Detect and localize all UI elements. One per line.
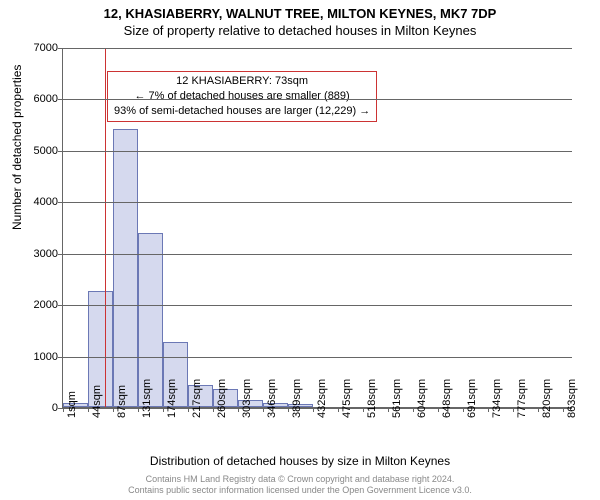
xtick-label: 734sqm [491, 379, 503, 418]
xtick-mark [263, 407, 264, 412]
gridline [63, 48, 572, 49]
page-subtitle: Size of property relative to detached ho… [0, 23, 600, 38]
ytick-mark [58, 305, 63, 306]
xtick-mark [563, 407, 564, 412]
gridline [63, 254, 572, 255]
gridline [63, 99, 572, 100]
ytick-label: 0 [52, 402, 58, 414]
xtick-mark [513, 407, 514, 412]
xtick-label: 777sqm [516, 379, 528, 418]
annotation-box: 12 KHASIABERRY: 73sqm ← 7% of detached h… [107, 71, 377, 122]
xtick-label: 87sqm [116, 385, 128, 418]
xtick-mark [463, 407, 464, 412]
xtick-label: 475sqm [341, 379, 353, 418]
annotation-line3: 93% of semi-detached houses are larger (… [114, 104, 370, 119]
footer: Contains HM Land Registry data © Crown c… [0, 474, 600, 497]
gridline [63, 151, 572, 152]
xtick-label: 604sqm [416, 379, 428, 418]
gridline [63, 305, 572, 306]
xtick-label: 174sqm [166, 379, 178, 418]
xtick-mark [63, 407, 64, 412]
annotation-line1: 12 KHASIABERRY: 73sqm [114, 74, 370, 89]
ytick-label: 6000 [34, 93, 58, 105]
page-title: 12, KHASIABERRY, WALNUT TREE, MILTON KEY… [0, 6, 600, 21]
xtick-mark [413, 407, 414, 412]
xtick-label: 561sqm [391, 379, 403, 418]
ytick-label: 5000 [34, 145, 58, 157]
footer-line2: Contains public sector information licen… [0, 485, 600, 496]
ytick-mark [58, 254, 63, 255]
x-axis-label: Distribution of detached houses by size … [0, 454, 600, 468]
ytick-label: 7000 [34, 42, 58, 54]
ytick-mark [58, 48, 63, 49]
xtick-mark [338, 407, 339, 412]
xtick-label: 432sqm [316, 379, 328, 418]
xtick-label: 303sqm [241, 379, 253, 418]
xtick-mark [138, 407, 139, 412]
xtick-label: 518sqm [366, 379, 378, 418]
xtick-label: 648sqm [441, 379, 453, 418]
xtick-mark [213, 407, 214, 412]
annotation-line2: ← 7% of detached houses are smaller (889… [114, 89, 370, 104]
xtick-mark [163, 407, 164, 412]
y-axis-label: Number of detached properties [10, 65, 24, 230]
xtick-label: 691sqm [466, 379, 478, 418]
ytick-mark [58, 99, 63, 100]
xtick-label: 1sqm [66, 391, 78, 418]
title-block: 12, KHASIABERRY, WALNUT TREE, MILTON KEY… [0, 0, 600, 38]
xtick-mark [388, 407, 389, 412]
footer-line1: Contains HM Land Registry data © Crown c… [0, 474, 600, 485]
ytick-mark [58, 202, 63, 203]
ytick-mark [58, 357, 63, 358]
gridline [63, 202, 572, 203]
xtick-mark [538, 407, 539, 412]
ytick-label: 3000 [34, 248, 58, 260]
xtick-mark [188, 407, 189, 412]
xtick-mark [363, 407, 364, 412]
xtick-mark [313, 407, 314, 412]
histogram-bar [113, 129, 138, 407]
xtick-label: 217sqm [191, 379, 203, 418]
xtick-mark [438, 407, 439, 412]
xtick-label: 389sqm [291, 379, 303, 418]
xtick-label: 863sqm [566, 379, 578, 418]
plot-region: 12 KHASIABERRY: 73sqm ← 7% of detached h… [62, 48, 572, 408]
ytick-mark [58, 151, 63, 152]
xtick-mark [488, 407, 489, 412]
reference-line [105, 48, 106, 407]
xtick-label: 260sqm [216, 379, 228, 418]
ytick-label: 1000 [34, 351, 58, 363]
xtick-label: 346sqm [266, 379, 278, 418]
xtick-label: 131sqm [141, 379, 153, 418]
xtick-mark [113, 407, 114, 412]
xtick-mark [288, 407, 289, 412]
xtick-label: 820sqm [541, 379, 553, 418]
ytick-label: 4000 [34, 196, 58, 208]
xtick-mark [238, 407, 239, 412]
ytick-label: 2000 [34, 299, 58, 311]
chart-area: 12 KHASIABERRY: 73sqm ← 7% of detached h… [62, 48, 572, 408]
xtick-mark [88, 407, 89, 412]
gridline [63, 357, 572, 358]
xtick-label: 44sqm [91, 385, 103, 418]
